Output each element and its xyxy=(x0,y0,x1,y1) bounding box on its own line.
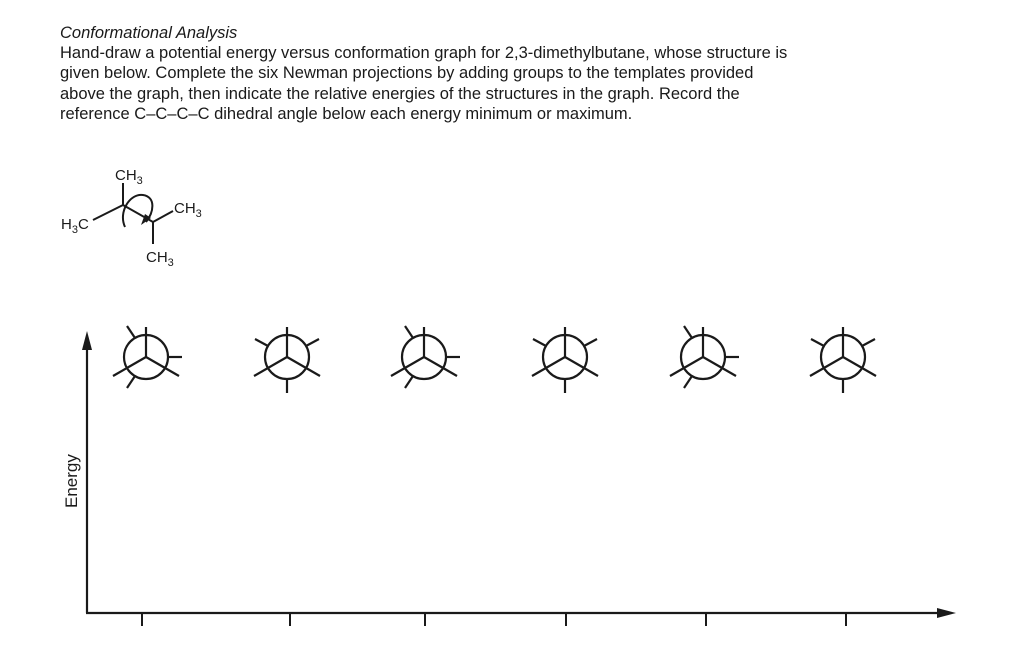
top-methyl-label: CH3 xyxy=(115,167,143,187)
bottom-methyl-label: CH3 xyxy=(146,249,174,269)
y-axis-arrow-icon xyxy=(82,331,92,350)
instructions-line: above the graph, then indicate the relat… xyxy=(60,84,740,103)
instructions-line: given below. Complete the six Newman pro… xyxy=(60,64,754,83)
instructions-line: reference C–C–C–C dihedral angle below e… xyxy=(60,105,633,124)
worksheet-heading: Conformational Analysis xyxy=(60,24,238,42)
newman-projection-1[interactable] xyxy=(111,324,184,390)
left-methyl-label: H3C xyxy=(61,216,89,236)
instructions-paragraph: Hand-draw a potential energy versus conf… xyxy=(60,43,1020,125)
newman-templates xyxy=(111,324,878,395)
graph-axes: Energy xyxy=(62,331,956,626)
rotation-arrow-icon xyxy=(122,193,154,228)
molecule-structure: CH3 H3C CH3 CH3 xyxy=(61,167,202,269)
right-methyl-label: CH3 xyxy=(174,200,202,220)
newman-projection-2[interactable] xyxy=(252,325,322,395)
newman-projection-3[interactable] xyxy=(389,324,462,390)
newman-projection-6[interactable] xyxy=(808,325,878,395)
y-axis-label: Energy xyxy=(62,454,81,508)
x-axis-ticks xyxy=(141,613,847,626)
newman-projection-4[interactable] xyxy=(530,325,600,395)
x-axis-arrow-icon xyxy=(937,608,956,618)
instructions-line: Hand-draw a potential energy versus conf… xyxy=(60,44,788,62)
skeletal-bonds xyxy=(92,183,174,244)
newman-projection-5[interactable] xyxy=(668,324,741,390)
